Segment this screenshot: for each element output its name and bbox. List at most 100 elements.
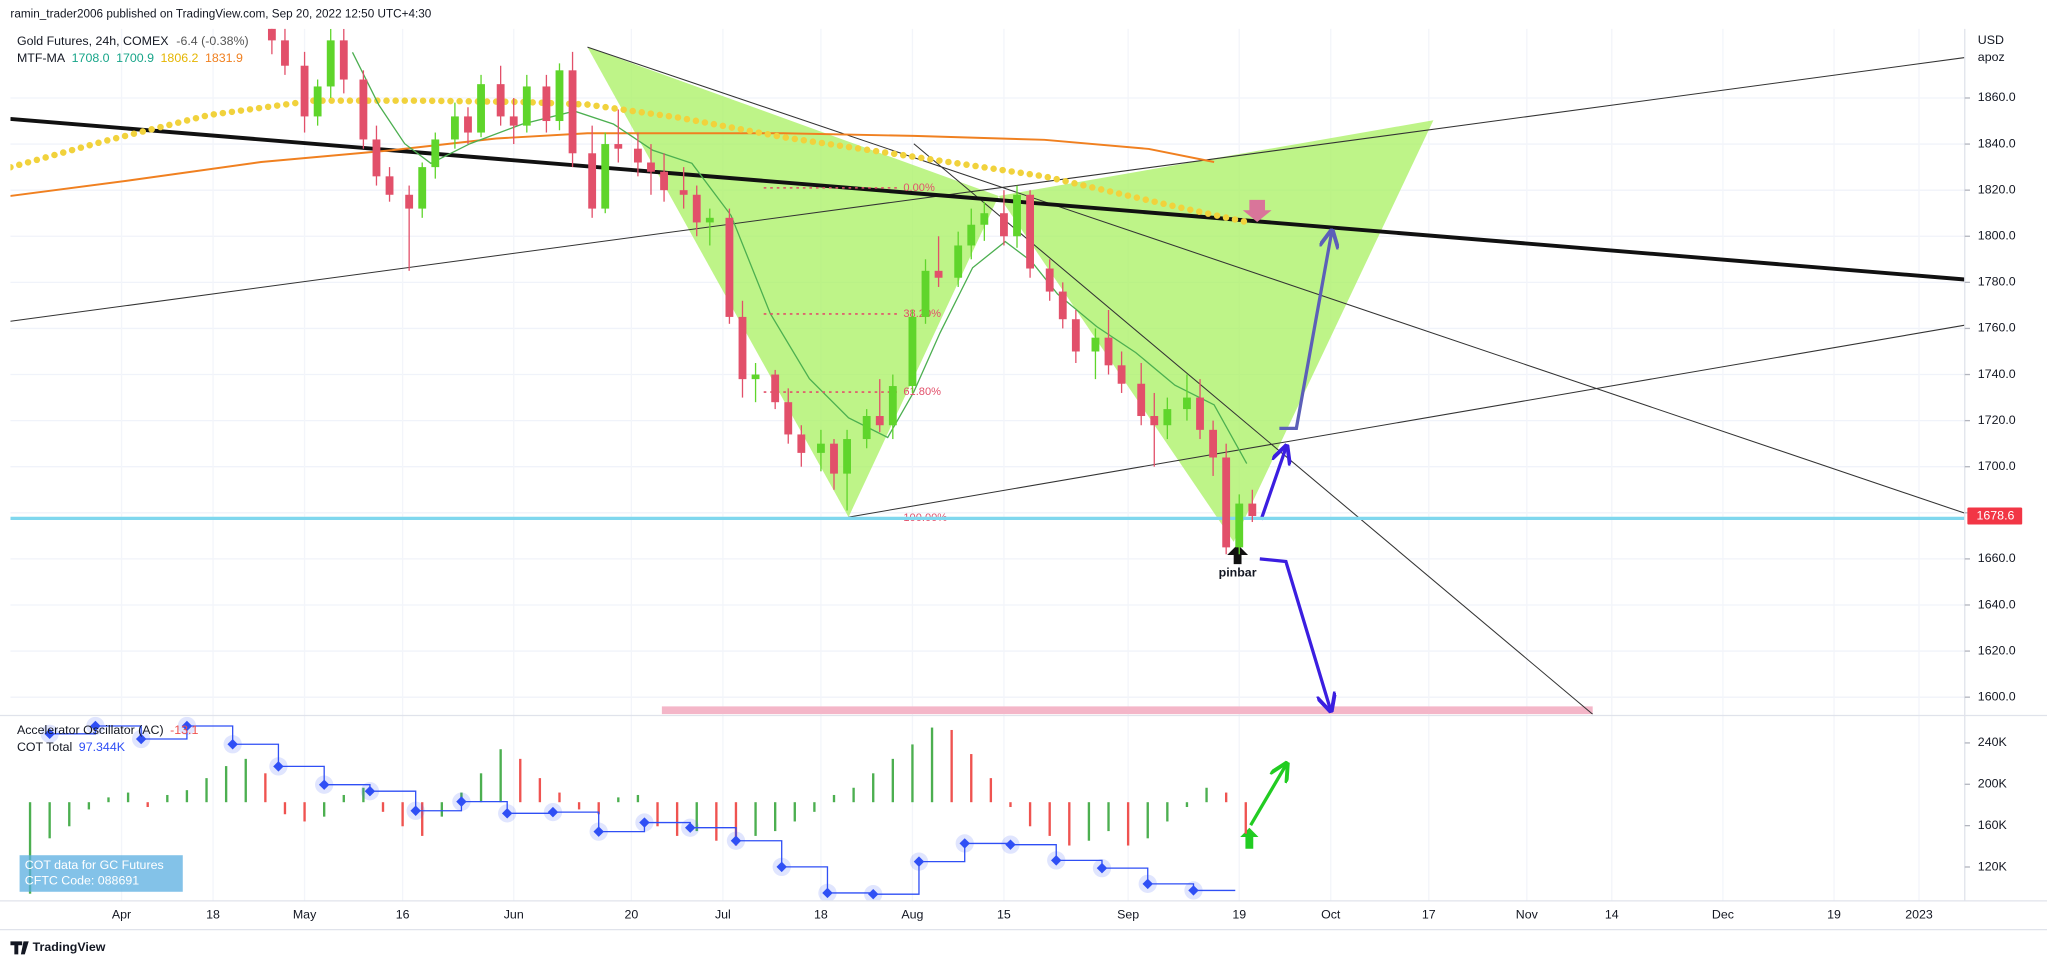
candle-body xyxy=(725,217,734,317)
oscillator-bar xyxy=(421,802,424,836)
candle-body xyxy=(568,70,577,154)
oscillator-bar xyxy=(87,802,91,810)
y-tick-label: 1800.0 xyxy=(1978,229,2016,243)
candle-body xyxy=(267,28,276,41)
oscillator-bar xyxy=(519,758,522,803)
oscillator-bar xyxy=(930,727,934,803)
oscillator-bar xyxy=(244,758,247,803)
oscillator-bar xyxy=(1028,802,1032,827)
cot-point xyxy=(684,822,696,833)
candle-body xyxy=(326,40,335,87)
oscillator-bar xyxy=(636,794,640,803)
annotation: pinbar xyxy=(1219,566,1257,580)
candle-body xyxy=(817,443,825,453)
oscillator-bar xyxy=(1224,792,1228,803)
oscillator-bar xyxy=(793,802,796,822)
candle-body xyxy=(1104,337,1113,366)
cot-point xyxy=(822,887,833,899)
moving-average-dotted xyxy=(10,97,1251,226)
oscillator-bar xyxy=(381,802,385,812)
candle-body xyxy=(934,270,943,278)
candle-body xyxy=(405,194,414,209)
x-tick-label: Jun xyxy=(504,908,524,922)
x-tick-label: 16 xyxy=(396,908,410,922)
oscillator-bar xyxy=(440,802,444,817)
candle-body xyxy=(300,65,309,117)
oscillator-bar xyxy=(1009,802,1012,808)
info-text: CFTC Code: 088691 xyxy=(25,874,139,888)
oscillator-bar xyxy=(1087,802,1091,841)
oscillator-bar xyxy=(1048,802,1051,836)
fib-label: 61.80% xyxy=(903,386,941,398)
y-tick-label: 1600.0 xyxy=(1978,689,2016,703)
indicator-name: COT Total xyxy=(17,740,72,754)
candle-body xyxy=(509,116,518,126)
y-tick-label: 1860.0 xyxy=(1978,90,2016,104)
candle-body xyxy=(1058,291,1067,320)
oscillator-bar xyxy=(499,749,502,803)
oscillator-bar xyxy=(1107,802,1110,832)
arrow xyxy=(1249,765,1286,827)
x-tick-label: Dec xyxy=(1712,908,1734,922)
indicator-value: 1700.9 xyxy=(116,51,154,65)
indicator-value: 1708.0 xyxy=(72,51,110,65)
candle-body xyxy=(372,139,381,177)
candle-body xyxy=(771,374,780,403)
candle-body xyxy=(633,148,642,163)
oscillator-bar xyxy=(342,794,345,803)
candle-body xyxy=(660,171,668,191)
candle-body xyxy=(888,386,897,426)
scale-label: apoz xyxy=(1978,50,2005,64)
oscillator-bar xyxy=(852,787,855,803)
oscillator-bar xyxy=(479,773,483,803)
candle-body xyxy=(496,84,505,117)
y2-tick-label: 240K xyxy=(1978,735,2008,749)
last-price-box xyxy=(1967,507,2023,525)
candle-body xyxy=(843,439,851,474)
oscillator-bar xyxy=(597,802,600,815)
x-tick-label: 14 xyxy=(1605,908,1619,922)
price-pane: 0.00%38.20%61.80%100.00% xyxy=(10,28,1965,555)
y-tick-label: 1660.0 xyxy=(1978,551,2016,565)
y-tick-label: 1760.0 xyxy=(1978,321,2016,335)
indicator-value: -13.1 xyxy=(170,723,198,737)
oscillator-bar xyxy=(283,802,287,815)
y2-tick-label: 160K xyxy=(1978,818,2008,832)
x-tick-label: 2023 xyxy=(1905,908,1933,922)
oscillator-bar xyxy=(28,802,32,894)
y-tick-label: 1820.0 xyxy=(1978,182,2016,196)
oscillator-bar xyxy=(695,802,698,832)
cot-legend: COT Total 97.344K xyxy=(17,740,126,754)
candle-body xyxy=(784,402,793,435)
oscillator-bar xyxy=(48,802,51,839)
cot-point xyxy=(1188,885,1199,896)
oscillator-bar xyxy=(675,802,679,836)
cot-point xyxy=(501,808,513,819)
candle-body xyxy=(1235,503,1244,548)
candle-body xyxy=(359,79,368,140)
candle-body xyxy=(1209,429,1218,458)
x-tick-label: 17 xyxy=(1422,908,1436,922)
candle-body xyxy=(555,70,564,122)
candle-body xyxy=(281,40,289,66)
cot-point xyxy=(776,861,787,873)
candle-body xyxy=(830,443,838,474)
oscillator-bar xyxy=(303,802,306,822)
oscillator-bar xyxy=(617,797,620,803)
indicator-name: Accelerator Oscillator (AC) xyxy=(17,723,164,737)
cot-point xyxy=(410,805,421,816)
candle-body xyxy=(450,116,459,140)
oscillator-bar xyxy=(224,766,228,803)
oscillator-bar xyxy=(832,794,836,803)
oscillator-bar xyxy=(362,787,365,803)
candle-body xyxy=(1163,409,1172,426)
header: ramin_trader2006 published on TradingVie… xyxy=(10,8,431,21)
legend-title: Gold Futures, 24h, COMEX -6.4 (-0.38%) xyxy=(17,34,249,48)
cot-point xyxy=(1005,839,1016,850)
cot-point xyxy=(1142,878,1153,890)
oscillator-bar xyxy=(166,794,169,803)
candle-body xyxy=(908,316,917,387)
indicator-legend: MTF-MA 1708.0 1700.9 1806.2 1831.9 xyxy=(17,51,243,65)
